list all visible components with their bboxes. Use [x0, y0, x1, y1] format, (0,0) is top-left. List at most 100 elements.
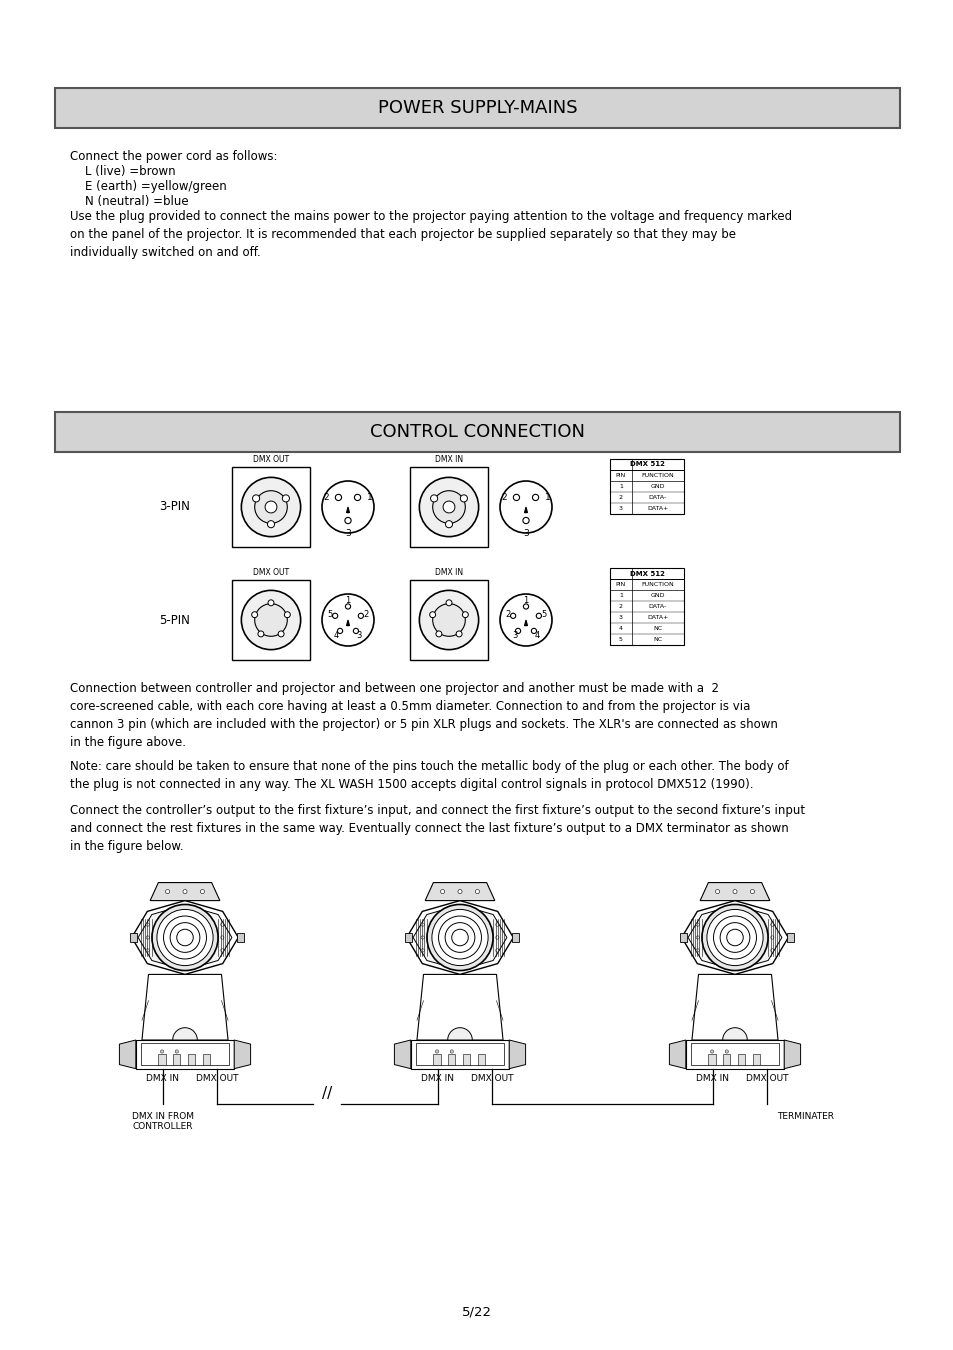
- Circle shape: [713, 917, 756, 958]
- Circle shape: [433, 490, 465, 524]
- Circle shape: [710, 1050, 713, 1053]
- Circle shape: [438, 917, 481, 958]
- Circle shape: [513, 494, 519, 501]
- Circle shape: [420, 936, 424, 940]
- Circle shape: [420, 923, 424, 926]
- Bar: [405, 933, 411, 941]
- Text: DMX OUT: DMX OUT: [195, 1073, 238, 1083]
- Text: 4: 4: [334, 630, 339, 640]
- Wedge shape: [172, 1027, 197, 1040]
- Text: Connect the controller’s output to the first fixture’s input, and connect the fi: Connect the controller’s output to the f…: [70, 805, 804, 853]
- Wedge shape: [722, 1027, 746, 1040]
- Text: 4: 4: [618, 626, 622, 630]
- Circle shape: [427, 904, 493, 971]
- Text: 2: 2: [504, 610, 510, 618]
- Circle shape: [456, 630, 461, 637]
- Text: 1: 1: [618, 485, 622, 489]
- Text: 2: 2: [323, 493, 329, 502]
- Text: 1: 1: [366, 493, 372, 502]
- Polygon shape: [687, 904, 781, 969]
- Circle shape: [522, 517, 529, 524]
- Text: NC: NC: [653, 637, 662, 643]
- Wedge shape: [346, 620, 349, 625]
- Bar: [416, 1044, 504, 1065]
- Circle shape: [432, 910, 488, 965]
- Text: 5-PIN: 5-PIN: [159, 613, 191, 626]
- Circle shape: [170, 922, 200, 952]
- Bar: [130, 933, 136, 941]
- Text: DMX IN: DMX IN: [421, 1073, 454, 1083]
- Circle shape: [345, 603, 351, 609]
- Bar: [448, 1054, 455, 1065]
- Polygon shape: [783, 1040, 800, 1069]
- Circle shape: [335, 494, 341, 501]
- Circle shape: [442, 501, 455, 513]
- Circle shape: [220, 936, 224, 940]
- Text: TERMINATER: TERMINATER: [776, 1111, 833, 1120]
- Circle shape: [146, 936, 150, 940]
- Circle shape: [499, 594, 552, 647]
- Circle shape: [536, 613, 541, 618]
- Bar: [722, 1054, 730, 1065]
- Circle shape: [254, 490, 287, 524]
- Circle shape: [337, 628, 342, 633]
- Bar: [411, 1040, 509, 1069]
- Bar: [232, 467, 310, 547]
- Circle shape: [770, 936, 773, 940]
- Circle shape: [175, 1050, 178, 1053]
- Text: GND: GND: [650, 593, 664, 598]
- Polygon shape: [669, 1040, 685, 1069]
- Text: PIN: PIN: [616, 472, 625, 478]
- Text: 3: 3: [356, 630, 361, 640]
- Circle shape: [220, 923, 224, 926]
- Circle shape: [322, 594, 374, 647]
- Text: FUNCTION: FUNCTION: [641, 472, 674, 478]
- Text: 5: 5: [541, 610, 546, 618]
- Text: 1: 1: [523, 597, 528, 605]
- Circle shape: [732, 890, 737, 894]
- Circle shape: [532, 494, 538, 501]
- Circle shape: [322, 481, 374, 533]
- Circle shape: [726, 929, 742, 946]
- Bar: [55, 412, 899, 452]
- Circle shape: [257, 630, 264, 637]
- Text: DMX IN: DMX IN: [435, 455, 462, 464]
- Text: 3: 3: [345, 529, 351, 537]
- Bar: [708, 1054, 715, 1065]
- Text: 1: 1: [345, 597, 351, 605]
- Circle shape: [146, 923, 150, 926]
- Circle shape: [706, 910, 762, 965]
- Circle shape: [278, 630, 284, 637]
- Circle shape: [770, 949, 773, 952]
- Circle shape: [715, 890, 719, 894]
- Circle shape: [254, 603, 287, 636]
- Circle shape: [475, 890, 479, 894]
- Text: E (earth) =yellow/green: E (earth) =yellow/green: [70, 180, 227, 193]
- Text: PIN: PIN: [616, 582, 625, 587]
- Circle shape: [353, 628, 358, 633]
- Text: DMX OUT: DMX OUT: [745, 1073, 787, 1083]
- Circle shape: [720, 922, 749, 952]
- Text: 2: 2: [618, 495, 622, 500]
- Polygon shape: [233, 1040, 251, 1069]
- Bar: [188, 1054, 195, 1065]
- Circle shape: [355, 494, 360, 501]
- Bar: [172, 1054, 180, 1065]
- Circle shape: [163, 917, 206, 958]
- Text: N (neutral) =blue: N (neutral) =blue: [70, 194, 189, 208]
- Text: 3: 3: [618, 616, 622, 620]
- Circle shape: [183, 890, 187, 894]
- Circle shape: [429, 612, 436, 618]
- Circle shape: [510, 613, 516, 618]
- Text: 3: 3: [618, 506, 622, 512]
- Bar: [433, 1054, 440, 1065]
- Circle shape: [452, 929, 468, 946]
- Circle shape: [440, 890, 444, 894]
- Circle shape: [419, 478, 478, 537]
- Circle shape: [420, 949, 424, 952]
- Circle shape: [496, 923, 498, 926]
- Polygon shape: [425, 883, 495, 900]
- Circle shape: [770, 923, 773, 926]
- Circle shape: [523, 603, 528, 609]
- Text: DMX IN FROM
CONTROLLER: DMX IN FROM CONTROLLER: [132, 1111, 193, 1131]
